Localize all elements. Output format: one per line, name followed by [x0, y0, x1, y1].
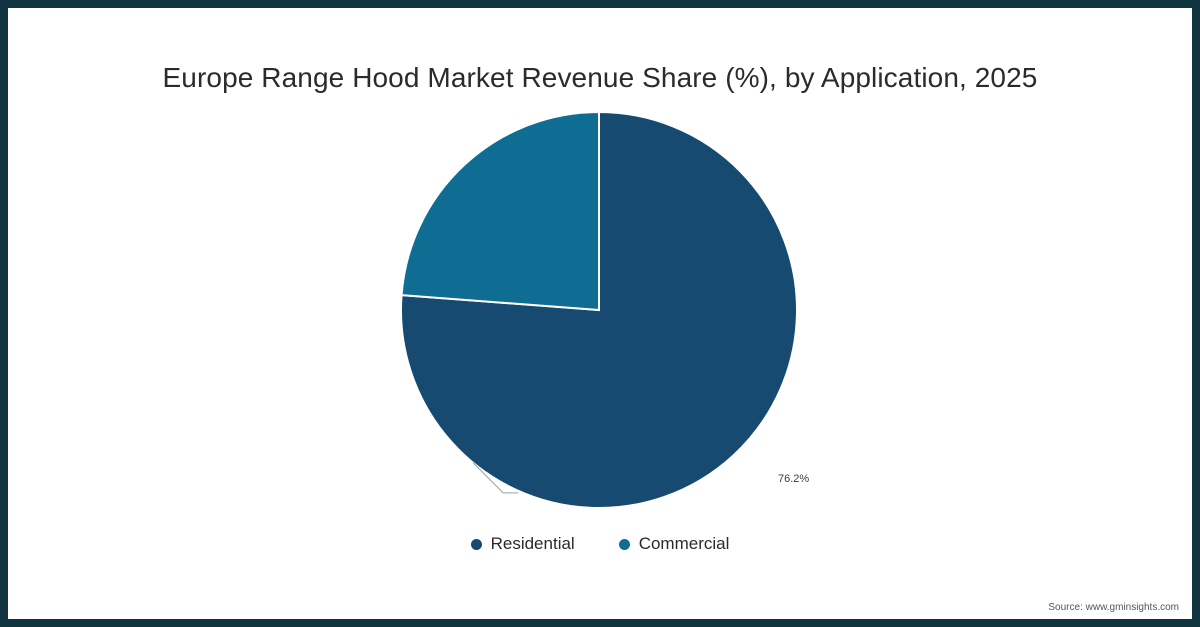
pie-svg [400, 110, 798, 509]
frame-border-left [0, 0, 8, 627]
legend-marker-residential-icon [470, 538, 482, 550]
pie-slice-residential[interactable] [400, 110, 798, 509]
legend-marker-commercial-icon [618, 538, 630, 550]
source-attribution: Source: www.gminsights.com [1048, 602, 1179, 613]
frame-border-right [1192, 0, 1200, 627]
legend-label-commercial: Commercial [638, 534, 730, 553]
data-label-residential: 76.2% [778, 473, 810, 485]
pie-slice-commercial[interactable] [400, 110, 600, 312]
legend: Residential Commercial [0, 534, 1200, 554]
frame-border-bottom [0, 619, 1200, 627]
data-label-leader-line [472, 462, 519, 494]
legend-item-residential[interactable]: Residential [470, 534, 575, 554]
frame-border-top [0, 0, 1200, 8]
legend-label-residential: Residential [490, 534, 575, 553]
chart-title: Europe Range Hood Market Revenue Share (… [162, 62, 1038, 93]
legend-item-commercial[interactable]: Commercial [618, 534, 730, 554]
pie-chart [400, 110, 798, 509]
